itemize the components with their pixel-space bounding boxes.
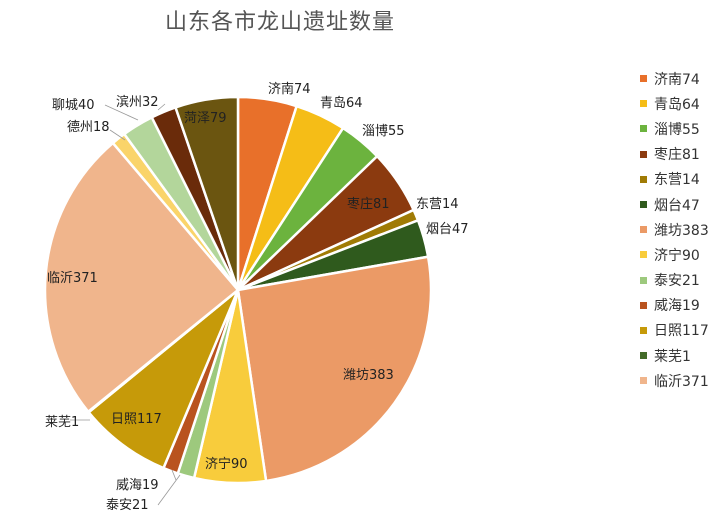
leader-line-德州 (109, 129, 126, 141)
slice-label-济南: 济南74 (268, 81, 311, 97)
slice-label-菏泽: 菏泽79 (184, 111, 227, 126)
pie-slice-日照 (86, 289, 240, 470)
slice-label-莱芜: 莱芜1 (45, 415, 79, 430)
chart-title: 山东各市龙山遗址数量 (164, 10, 395, 35)
legend-item: 威海19 (640, 293, 718, 318)
legend-swatch (640, 301, 647, 309)
legend-item: 泰安21 (640, 268, 718, 293)
legend-swatch (640, 251, 647, 259)
legend-item: 临沂371 (640, 368, 718, 393)
slice-label-威海: 威海19 (116, 478, 159, 493)
legend-item: 济南74 (640, 66, 718, 91)
slice-label-临沂: 临沂371 (47, 271, 98, 286)
legend-label: 济南74 (654, 71, 700, 88)
legend-swatch (640, 100, 647, 108)
pie-slice-临沂 (43, 141, 240, 414)
slice-label-淄博: 淄博55 (362, 124, 405, 139)
legend-swatch (640, 125, 647, 133)
legend-swatch (640, 150, 647, 158)
legend-label: 济宁90 (654, 247, 700, 264)
legend-swatch (640, 276, 647, 284)
legend-label: 临沂371 (654, 373, 709, 390)
slice-label-聊城: 聊城40 (52, 98, 95, 113)
slice-label-滨州: 滨州32 (116, 94, 159, 110)
slice-label-青岛: 青岛64 (320, 95, 363, 111)
leader-line-滨州 (157, 103, 166, 111)
slice-label-潍坊: 潍坊383 (343, 368, 394, 383)
legend-label: 莱芜1 (654, 348, 691, 365)
legend-swatch (640, 352, 647, 360)
legend-item: 青岛64 (640, 91, 718, 116)
legend-item: 潍坊383 (640, 217, 718, 242)
legend: 济南74 青岛64 淄博55 枣庄81 东营14 烟台47 潍坊383 济宁90 泰安21 威海1… (640, 66, 718, 393)
legend-swatch (640, 175, 647, 183)
slice-label-枣庄: 枣庄81 (347, 196, 390, 212)
legend-label: 东营14 (654, 172, 700, 189)
pie-slice-菏泽 (173, 95, 240, 291)
pie-slice-潍坊 (236, 255, 433, 483)
legend-swatch (640, 326, 647, 334)
legend-item: 莱芜1 (640, 343, 718, 368)
legend-swatch (640, 377, 647, 385)
slice-label-烟台: 烟台47 (426, 222, 469, 237)
leader-line-威海 (171, 469, 177, 481)
slice-label-泰安: 泰安21 (106, 498, 149, 513)
legend-item: 东营14 (640, 167, 718, 192)
legend-item: 淄博55 (640, 116, 718, 141)
legend-swatch (640, 226, 647, 234)
legend-label: 威海19 (654, 298, 700, 315)
legend-label: 枣庄81 (654, 147, 700, 164)
legend-item: 烟台47 (640, 192, 718, 217)
slice-label-德州: 德州18 (67, 120, 110, 135)
slice-label-日照: 日照117 (111, 412, 162, 427)
legend-swatch (640, 75, 647, 83)
legend-label: 青岛64 (654, 96, 700, 113)
legend-label: 泰安21 (654, 273, 700, 290)
legend-swatch (640, 201, 647, 209)
legend-label: 淄博55 (654, 121, 700, 138)
leader-line-聊城 (104, 104, 139, 121)
slice-label-济宁: 济宁90 (205, 456, 248, 472)
slice-label-东营: 东营14 (416, 197, 459, 212)
legend-label: 烟台47 (654, 197, 700, 214)
legend-label: 日照117 (654, 323, 709, 340)
legend-item: 日照117 (640, 318, 718, 343)
legend-label: 潍坊383 (654, 222, 709, 239)
legend-item: 济宁90 (640, 242, 718, 267)
legend-item: 枣庄81 (640, 142, 718, 167)
leader-line-泰安 (157, 474, 181, 506)
